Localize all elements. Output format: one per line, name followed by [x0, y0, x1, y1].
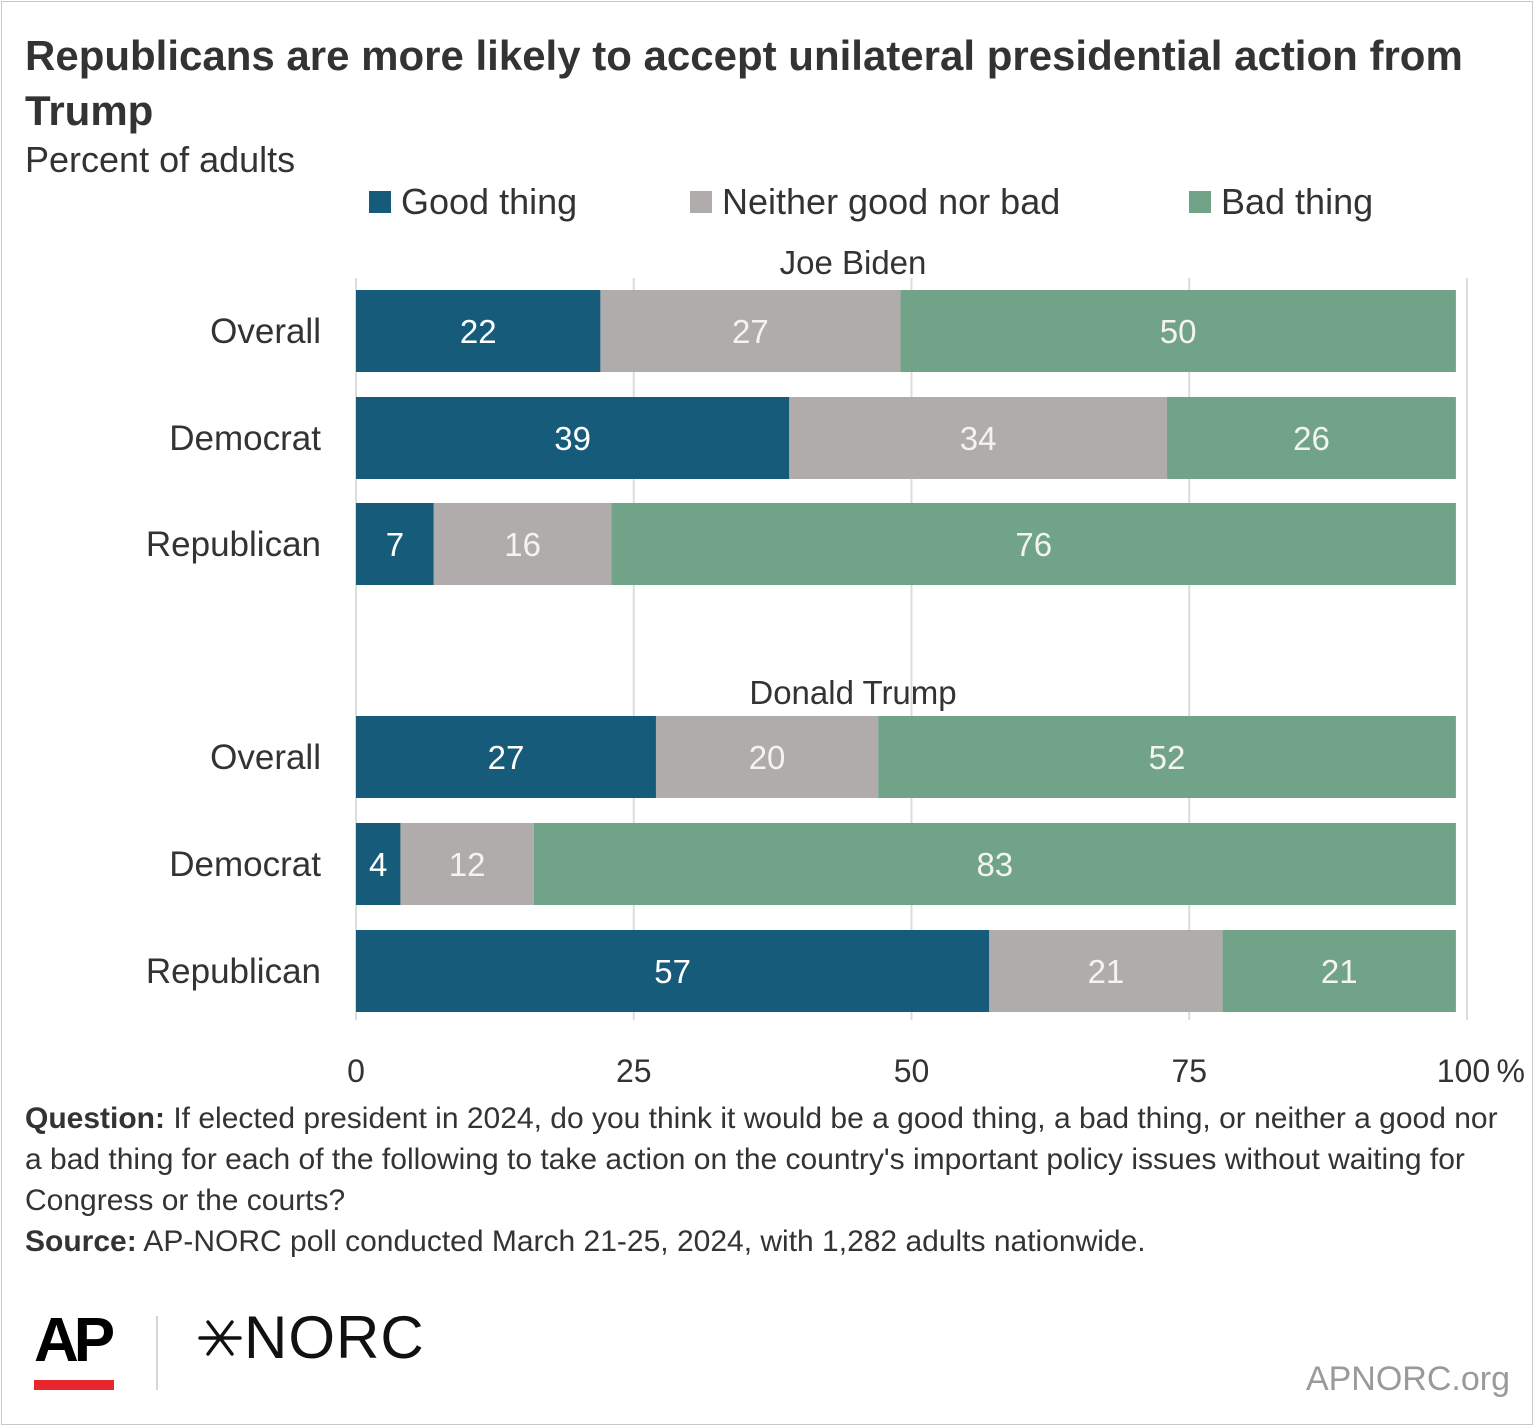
legend-swatch-bad: [1189, 191, 1211, 213]
data-label: 12: [449, 846, 486, 883]
chart-title: Republicans are more likely to accept un…: [25, 32, 1463, 134]
category-label: Overall: [210, 738, 321, 777]
data-label: 39: [554, 420, 591, 457]
category-label: Overall: [210, 312, 321, 351]
data-label: 7: [386, 526, 404, 563]
legend-item-neither: Neither good nor bad: [690, 178, 1060, 226]
data-label: 16: [504, 526, 541, 563]
data-label: 50: [1160, 313, 1197, 350]
question-label: Question:: [25, 1102, 165, 1135]
bar-segment: [356, 397, 790, 479]
bar-segment: [533, 823, 1456, 905]
data-label: 22: [460, 313, 497, 350]
x-tick-label: 50: [894, 1053, 930, 1089]
legend: Good thing Neither good nor bad Bad thin…: [0, 178, 1536, 226]
source-text: AP-NORC poll conducted March 21-25, 2024…: [136, 1225, 1146, 1258]
site-url: APNORC.org: [1305, 1360, 1510, 1398]
bar-segment: [356, 823, 401, 905]
data-label: 76: [1015, 526, 1052, 563]
bar-segment: [1167, 397, 1456, 479]
bar-segment: [356, 503, 434, 585]
norc-logo-text: NORC: [244, 1304, 425, 1371]
data-label: 27: [732, 313, 769, 350]
legend-swatch-good: [369, 191, 391, 213]
data-label: 52: [1149, 739, 1186, 776]
category-label: Republican: [146, 525, 321, 564]
norc-logo: NORC: [196, 1302, 425, 1374]
logo-divider: [156, 1316, 158, 1390]
bar-segment: [900, 290, 1456, 372]
x-tick-label: 100 %: [1437, 1053, 1525, 1089]
data-label: 20: [749, 739, 786, 776]
panel-title: Joe Biden: [780, 244, 927, 281]
panel-title: Donald Trump: [749, 674, 956, 711]
stacked-bar-chart: 0 25 50 75 100 % Joe Biden Overall 22 27 50 Democr…: [146, 244, 1525, 1089]
chart-subtitle: Percent of adults: [25, 139, 296, 180]
legend-label-bad: Bad thing: [1221, 181, 1374, 222]
legend-label-neither: Neither good nor bad: [722, 181, 1061, 222]
category-label: Democrat: [169, 419, 321, 458]
legend-item-good: Good thing: [369, 178, 577, 226]
ap-logo: AP: [34, 1306, 115, 1375]
data-label: 34: [960, 420, 997, 457]
legend-swatch-neither: [690, 191, 712, 213]
x-tick-label: 0: [347, 1053, 365, 1089]
data-label: 21: [1321, 953, 1358, 990]
legend-label-good: Good thing: [401, 181, 578, 222]
footnote: Question: If elected president in 2024, …: [25, 1098, 1515, 1262]
question-text: If elected president in 2024, do you thi…: [25, 1102, 1498, 1217]
source-label: Source:: [25, 1225, 137, 1258]
bar-segment: [356, 716, 656, 798]
ap-logo-bar: [34, 1380, 114, 1390]
bar-segment: [878, 716, 1456, 798]
bar-segment: [356, 290, 601, 372]
category-label: Republican: [146, 952, 321, 991]
norc-star-icon: [198, 1320, 242, 1356]
x-tick-label: 75: [1171, 1053, 1207, 1089]
data-label: 21: [1088, 953, 1125, 990]
bar-segment: [400, 823, 534, 905]
source-note: Source: AP-NORC poll conducted March 21-…: [25, 1221, 1515, 1262]
data-label: 83: [976, 846, 1013, 883]
bar-segment: [356, 930, 990, 1012]
bar-segment: [789, 397, 1168, 479]
category-label: Democrat: [169, 845, 321, 884]
bar-segment: [600, 290, 901, 372]
question-note: Question: If elected president in 2024, …: [25, 1098, 1515, 1221]
x-tick-label: 25: [616, 1053, 652, 1089]
legend-item-bad: Bad thing: [1189, 178, 1373, 226]
bar-segment: [611, 503, 1456, 585]
bar-segment: [1222, 930, 1456, 1012]
bar-segment: [433, 503, 612, 585]
bar-segment: [655, 716, 879, 798]
data-label: 4: [369, 846, 387, 883]
bar-segment: [989, 930, 1223, 1012]
data-label: 27: [488, 739, 525, 776]
data-label: 26: [1293, 420, 1330, 457]
data-label: 57: [654, 953, 691, 990]
